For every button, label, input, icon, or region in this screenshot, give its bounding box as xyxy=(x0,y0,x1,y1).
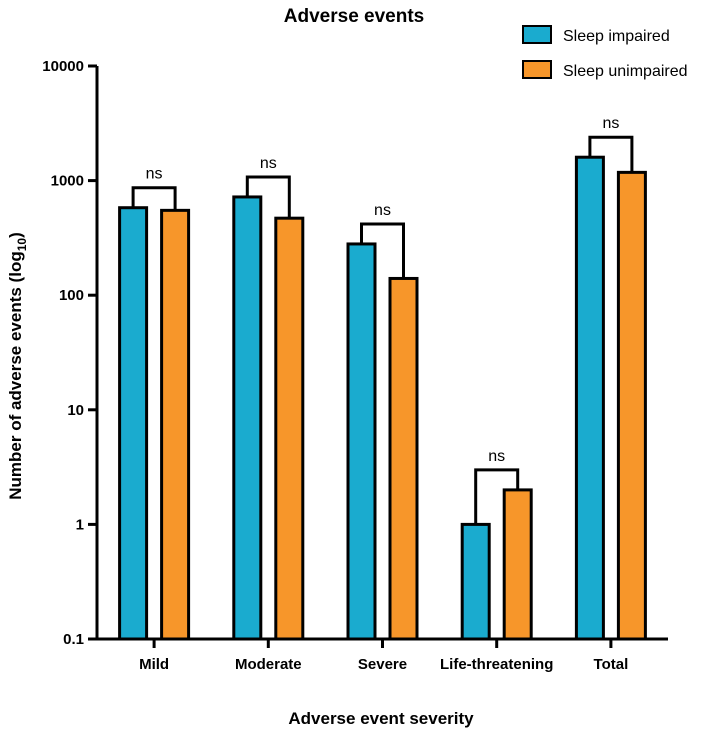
significance-brackets: ns ns ns ns ns xyxy=(131,115,634,524)
category-label: Severe xyxy=(358,656,407,673)
category-label: Total xyxy=(594,656,629,673)
y-tick-label: 10000 xyxy=(42,58,84,75)
bar-sleep-unimpaired xyxy=(160,208,191,641)
bar-sleep-impaired xyxy=(574,155,605,641)
y-axis-title-main: Number of adverse events (log xyxy=(6,251,25,499)
significance-bracket xyxy=(131,186,177,210)
significance-label: ns xyxy=(488,448,505,465)
bar-sleep-unimpaired xyxy=(616,170,647,641)
x-axis-ticks: Mild Moderate Severe Life-threatening Total xyxy=(139,639,628,673)
bar-sleep-impaired xyxy=(118,206,149,641)
bar-sleep-impaired xyxy=(460,522,491,641)
legend-label-sleep-unimpaired: Sleep unimpaired xyxy=(563,63,688,80)
significance-label: ns xyxy=(602,115,619,132)
bar-sleep-unimpaired xyxy=(388,276,419,641)
legend: Sleep impaired Sleep unimpaired xyxy=(522,25,688,80)
bar-sleep-impaired xyxy=(232,195,263,641)
legend-swatch-sleep-unimpaired xyxy=(522,60,552,79)
y-axis-title: Number of adverse events (log10) xyxy=(6,232,29,500)
category-label: Moderate xyxy=(235,656,302,673)
category-label: Mild xyxy=(139,656,169,673)
category-label: Life-threatening xyxy=(440,656,553,673)
bars xyxy=(118,155,647,641)
legend-swatch-sleep-impaired xyxy=(522,25,552,44)
y-tick-label: 0.1 xyxy=(63,631,84,648)
y-tick-label: 1000 xyxy=(51,173,84,190)
y-tick-label: 10 xyxy=(67,402,84,419)
y-axis-ticks: 0.1 1 10 100 1000 10000 xyxy=(42,58,97,648)
y-axis-title-close: ) xyxy=(6,232,25,238)
legend-label-sleep-impaired: Sleep impaired xyxy=(563,28,670,45)
y-axis-title-subscript: 10 xyxy=(15,238,29,252)
significance-label: ns xyxy=(260,155,277,172)
y-tick-label: 1 xyxy=(76,516,84,533)
significance-bracket xyxy=(588,135,634,172)
significance-label: ns xyxy=(374,202,391,219)
significance-bracket xyxy=(245,175,291,218)
bar-sleep-unimpaired xyxy=(502,488,533,641)
x-axis-title: Adverse event severity xyxy=(288,709,474,728)
significance-bracket xyxy=(474,468,520,524)
bar-sleep-impaired xyxy=(346,242,377,641)
significance-label: ns xyxy=(146,166,163,183)
significance-bracket xyxy=(360,222,405,278)
y-tick-label: 100 xyxy=(59,287,84,304)
bar-sleep-unimpaired xyxy=(274,216,305,641)
chart-title: Adverse events xyxy=(284,6,424,27)
